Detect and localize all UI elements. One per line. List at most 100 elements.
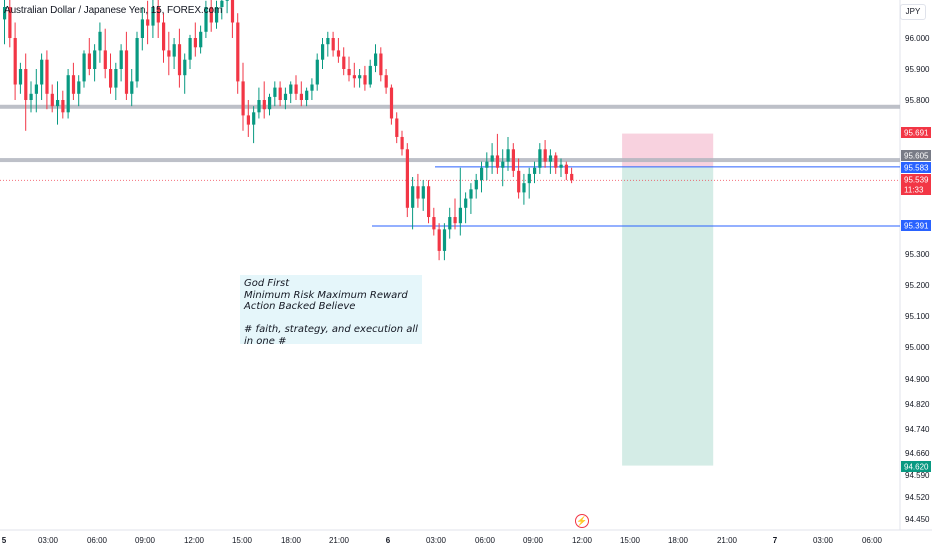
candle (77, 75, 81, 107)
time-tick-label: 12:00 (572, 536, 593, 545)
candle (336, 38, 341, 63)
candle (411, 177, 415, 230)
candle (331, 31, 335, 57)
candle (24, 53, 28, 131)
candle-body (363, 75, 367, 85)
candle (8, 0, 12, 48)
candle-body (109, 69, 113, 88)
price-tick-label: 95.200 (905, 281, 930, 290)
price-tick-label: 94.740 (905, 425, 930, 434)
candle-body (3, 7, 7, 20)
candle-body (374, 53, 378, 66)
candle (294, 75, 298, 100)
candle-body (469, 189, 473, 199)
candle-body (427, 186, 431, 218)
candle (480, 161, 484, 193)
candle-body (257, 100, 261, 113)
candle-body (283, 93, 288, 100)
candle-body (8, 7, 12, 38)
support-resistance-band (0, 158, 900, 163)
currency-button[interactable]: JPY (900, 4, 926, 20)
candle (93, 44, 97, 82)
candle-body (162, 22, 166, 51)
candle-body (236, 22, 240, 82)
time-axis[interactable]: 5 03:00 06:00 09:00 12:00 15:00 18:00 21:00 6 03:… (2, 536, 883, 545)
candle (257, 87, 261, 119)
candle-body (321, 44, 325, 60)
candle (50, 84, 54, 113)
candle-body (564, 164, 568, 174)
candle-body (93, 50, 97, 69)
candle (347, 56, 351, 82)
candle (162, 13, 166, 63)
candle-body (411, 186, 415, 208)
time-tick-label: 15:00 (620, 536, 641, 545)
price-axis[interactable]: 96.000 95.900 95.800 95.300 95.200 95.100 95.0… (905, 34, 930, 524)
candle-body (342, 56, 346, 69)
candle (204, 0, 208, 38)
time-tick-label: 18:00 (281, 536, 302, 545)
candle-body (331, 38, 335, 51)
candle (13, 22, 17, 100)
candle-body (384, 75, 388, 88)
candle-body (442, 229, 447, 251)
candle (559, 158, 563, 177)
candle-body (347, 69, 351, 76)
candle-body (215, 7, 219, 23)
candle (140, 7, 144, 51)
text-note[interactable]: God First Minimum Risk Maximum Reward Ac… (240, 275, 422, 347)
price-label-text: 11:33 (904, 186, 924, 195)
candle-body (480, 167, 484, 181)
candle (527, 167, 531, 199)
candle (400, 130, 404, 156)
candle-body (34, 84, 38, 94)
candle-body (177, 44, 182, 76)
price-label-stop: 95.691 (901, 127, 931, 138)
candle (135, 31, 139, 88)
candle (130, 69, 134, 107)
candle-body (29, 93, 33, 100)
price-label-text: 95.691 (904, 129, 929, 138)
candle (437, 223, 441, 261)
candle (167, 31, 171, 76)
candle (183, 53, 187, 94)
symbol-title[interactable]: Australian Dollar / Japanese Yen, 15, FO… (4, 5, 223, 16)
candle (82, 50, 86, 88)
candle (352, 62, 356, 88)
candle (209, 0, 213, 32)
price-label-bg (901, 461, 931, 472)
candle (501, 149, 505, 187)
candle-body (252, 112, 256, 125)
support-resistance-band (0, 104, 900, 109)
candle-body (50, 93, 54, 107)
candle-body (220, 0, 224, 7)
candle-body (140, 19, 144, 38)
candle (432, 207, 436, 236)
lightning-icon[interactable]: ⚡ (575, 514, 589, 528)
candle-body (437, 229, 441, 251)
candle-body (273, 87, 277, 97)
price-label-text: 95.539 (904, 176, 929, 185)
candle-body (485, 161, 489, 168)
candle (379, 47, 383, 82)
horizontal-levels[interactable] (0, 104, 900, 227)
candle-body (453, 217, 457, 224)
candle-body (119, 50, 123, 69)
candle-body (24, 69, 28, 100)
candle-body (151, 7, 155, 26)
candle (66, 69, 70, 119)
candle-body (495, 155, 500, 168)
candle-body (124, 50, 129, 94)
candle-body (405, 149, 409, 208)
candle (416, 173, 420, 208)
candle-body (358, 75, 362, 79)
candle (321, 38, 325, 69)
candle-body (458, 207, 462, 224)
candle-body (130, 81, 134, 94)
candle-body (204, 7, 208, 32)
position-tool[interactable] (622, 133, 714, 466)
candle-body (548, 155, 553, 162)
candle (119, 44, 123, 82)
